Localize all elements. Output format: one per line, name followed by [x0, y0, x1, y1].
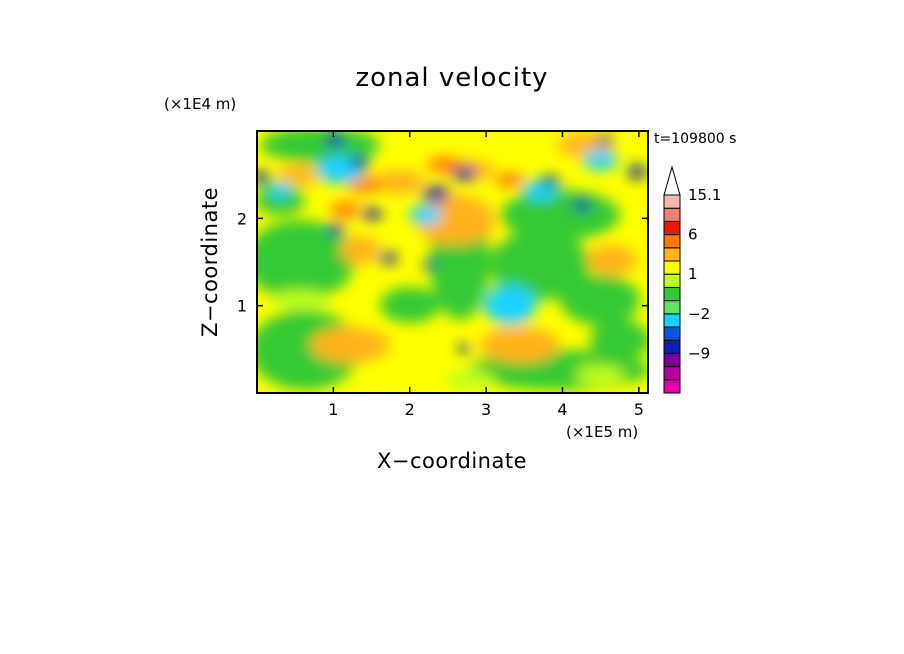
contour-blob	[260, 131, 380, 163]
contour-blob	[375, 170, 425, 194]
contour-blob	[380, 287, 440, 323]
contour-blob	[362, 208, 382, 220]
contour-blob	[453, 167, 477, 181]
x-tick-label: 4	[557, 400, 567, 419]
colorbar-label: 6	[688, 226, 698, 244]
contour-blob	[270, 290, 330, 310]
colorbar-swatch	[663, 300, 681, 315]
y-axis-label: Z−coordinate	[198, 187, 222, 337]
contour-blob	[340, 236, 380, 264]
contour-blob	[422, 186, 450, 202]
colorbar-swatch	[663, 286, 681, 302]
y-tick-label: 2	[237, 209, 247, 228]
contour-blob	[495, 173, 525, 187]
contour-blob	[597, 135, 613, 145]
plot-area	[257, 131, 648, 393]
contour-blob	[587, 245, 637, 275]
contour-field	[257, 131, 648, 390]
contour-blob	[325, 133, 345, 147]
contour-blob	[423, 260, 437, 270]
colorbar-extend-arrow	[663, 165, 681, 196]
contour-blob	[350, 157, 370, 169]
contour-blob	[330, 202, 360, 218]
contour-blob	[379, 252, 397, 264]
x-tick-label: 1	[328, 400, 338, 419]
plot-frame	[256, 130, 649, 394]
colorbar-label: −2	[688, 305, 710, 323]
colorbar-swatch	[663, 339, 681, 354]
colorbar-swatch	[663, 273, 681, 288]
contour-blob	[278, 165, 322, 185]
colorbar-swatch	[663, 313, 681, 328]
contour-blob	[257, 220, 355, 300]
contour-blob	[310, 327, 390, 363]
colorbar-swatch	[663, 260, 681, 275]
contour-blob	[458, 344, 470, 354]
colorbar: −9 −2 1 6 15.1	[663, 165, 721, 394]
contour-blob	[268, 182, 292, 198]
colorbar-label: 15.1	[688, 186, 721, 204]
contour-blob	[484, 285, 536, 325]
colorbar-label: −9	[688, 344, 710, 362]
x-axis-ticks: 1 2 3 4 5	[328, 131, 644, 419]
colorbar-swatch	[663, 247, 681, 262]
colorbar-label: 1	[688, 265, 698, 283]
contour-blob	[560, 275, 640, 325]
contour-blob	[628, 165, 646, 179]
colorbar-swatch	[663, 220, 681, 236]
colorbar-swatch	[663, 326, 681, 341]
colorbar-swatch	[663, 379, 681, 394]
y-unit-label: (×1E4 m)	[164, 95, 236, 113]
y-axis-ticks: 12	[237, 209, 648, 316]
contour-blob	[575, 365, 625, 385]
x-unit-label: (×1E5 m)	[566, 423, 638, 441]
contour-blob	[347, 177, 383, 193]
contour-blob	[540, 176, 560, 186]
contour-blob	[480, 327, 560, 363]
colorbar-swatch	[663, 207, 681, 222]
colorbar-swatch	[663, 194, 681, 209]
contour-blob	[490, 230, 590, 300]
x-tick-label: 2	[405, 400, 415, 419]
contour-blob	[582, 150, 618, 170]
contour-blob	[409, 205, 441, 225]
contour-blob	[326, 224, 344, 236]
y-tick-label: 1	[237, 297, 247, 316]
x-tick-label: 5	[634, 400, 644, 419]
time-label: t=109800 s	[654, 131, 736, 147]
contour-blob	[427, 157, 463, 173]
colorbar-swatch	[663, 366, 681, 381]
contour-blob	[257, 171, 270, 185]
chart-title: zonal velocity	[355, 63, 548, 93]
colorbar-swatch	[663, 234, 681, 249]
x-tick-label: 3	[481, 400, 491, 419]
contour-blob	[445, 370, 495, 390]
contour-blob	[500, 190, 620, 240]
contour-blob	[572, 199, 592, 211]
colorbar-swatch	[663, 352, 681, 368]
x-axis-label: X−coordinate	[377, 449, 527, 473]
contour-blob	[590, 320, 648, 360]
